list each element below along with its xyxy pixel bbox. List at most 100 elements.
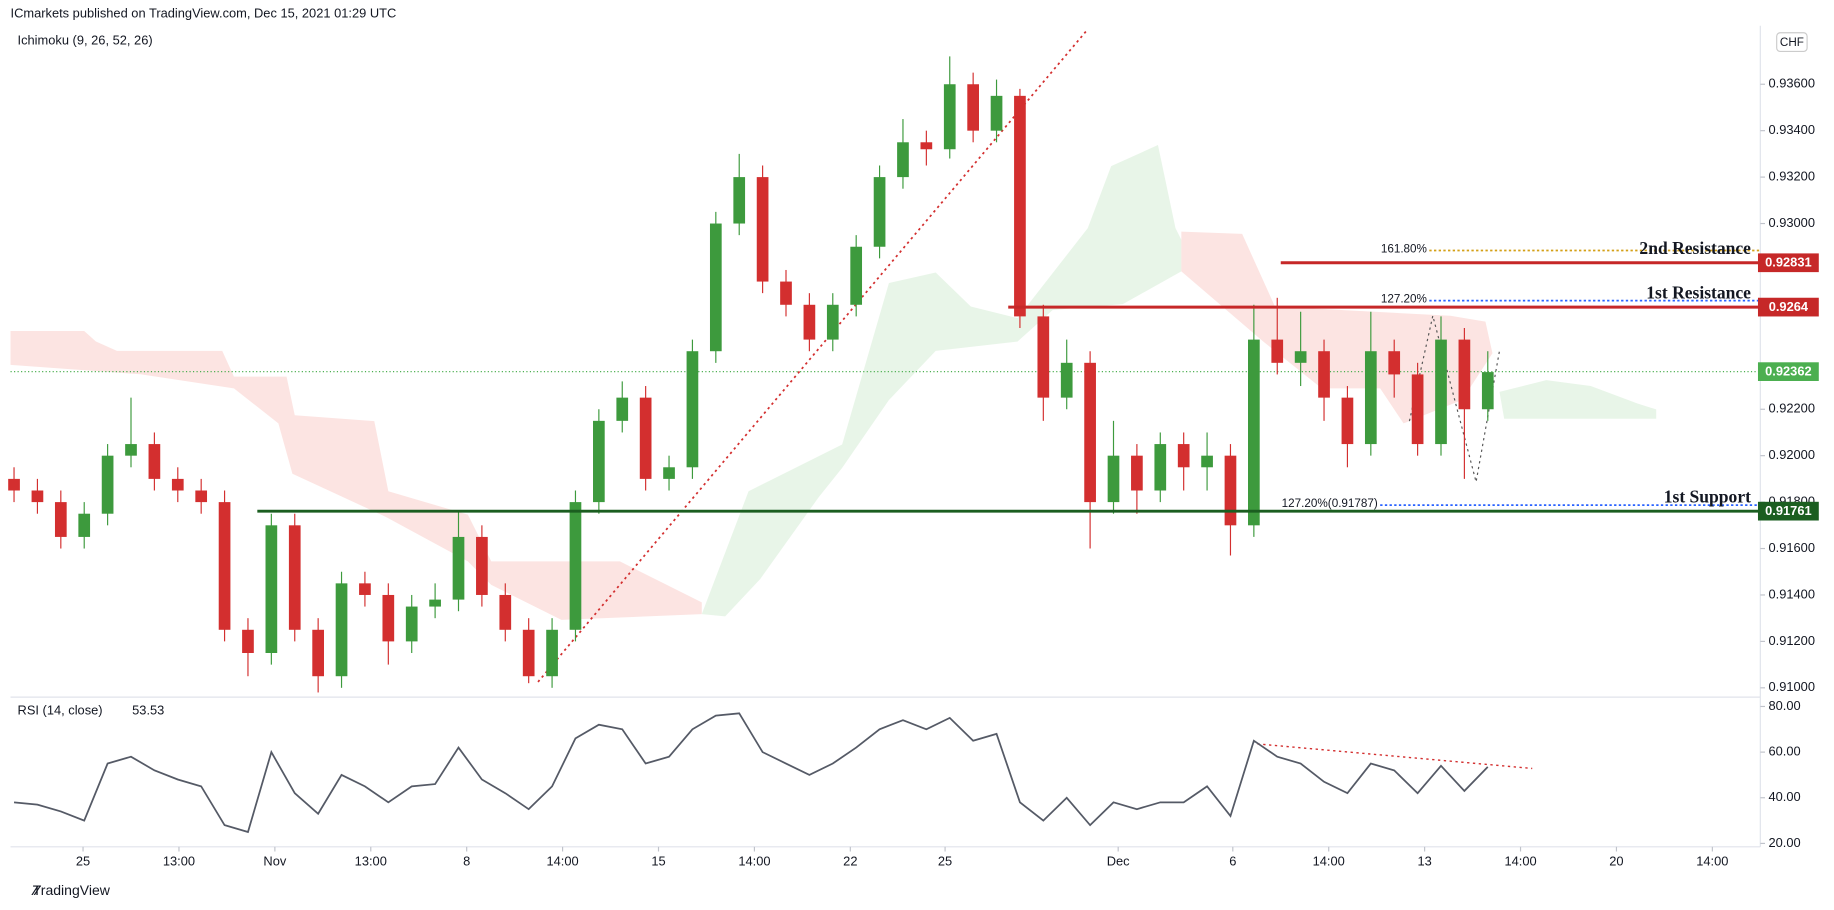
candle-body [195, 490, 208, 503]
candle-body [1364, 351, 1377, 445]
candle-body [546, 629, 558, 677]
trendline [537, 28, 1089, 683]
y-tick-label: 0.91600 [1769, 540, 1815, 555]
candle-body [1411, 374, 1424, 445]
candle-body [429, 599, 441, 607]
y-tick-label: 0.91000 [1769, 679, 1815, 694]
level-badge [1757, 253, 1819, 273]
candle-body [1037, 316, 1050, 398]
candle-body [1060, 362, 1073, 398]
candle-body [171, 478, 184, 491]
candle-body [8, 478, 20, 491]
rsi-value: 53.53 [132, 703, 164, 718]
x-tick-label: 25 [76, 853, 90, 868]
y-tick-label: 0.93200 [1769, 168, 1815, 183]
last-price-value: 0.92362 [1765, 364, 1811, 379]
x-tick-label: 22 [843, 853, 857, 868]
currency: CHF [1780, 36, 1804, 49]
level-name: 1st Support [1664, 486, 1751, 506]
y-tick-label: 0.91400 [1769, 586, 1815, 601]
x-tick-label: 13 [1417, 853, 1431, 868]
candle-body [593, 420, 605, 503]
level-name: 1st Resistance [1646, 282, 1751, 302]
footer-logo: ⁄⁄ [31, 882, 41, 898]
candle-body [125, 444, 137, 456]
y-tick-label: 0.92000 [1769, 447, 1815, 462]
candle-body [148, 444, 161, 479]
level-value: 0.91761 [1765, 503, 1811, 518]
candle-body [1481, 372, 1494, 410]
candle-body [218, 502, 231, 630]
candle-body [452, 536, 465, 600]
cloud-bull [701, 145, 1182, 617]
footer-brand: TradingView [33, 882, 111, 898]
candle-body [780, 281, 792, 305]
candle-body [1248, 339, 1260, 526]
rsi-line [13, 712, 1489, 834]
x-tick-label: Dec [1107, 853, 1130, 868]
x-tick-label: 20 [1609, 853, 1623, 868]
x-tick-label: 14:00 [547, 853, 579, 868]
candle-body [1388, 351, 1401, 375]
fib-label: 161.80% [1381, 242, 1427, 255]
candle-body [990, 95, 1003, 131]
y-tick-label: 0.91200 [1769, 633, 1815, 648]
candle-body [1154, 444, 1167, 491]
candle-body [733, 177, 746, 224]
y-tick-label: 80.00 [1769, 698, 1801, 713]
candle-body [756, 177, 769, 282]
candle-body [967, 84, 979, 131]
currency-badge [1776, 32, 1808, 53]
candle-body [943, 84, 956, 150]
candle-body [709, 223, 722, 352]
candle-body [405, 606, 418, 642]
y-tick-label: 40.00 [1769, 789, 1801, 804]
publisher: ICmarkets published on TradingView.com, … [11, 5, 397, 20]
cloud-bull [1499, 380, 1657, 419]
rsi-trendline [1257, 743, 1533, 770]
candle-body [265, 525, 278, 653]
candle-body [1177, 444, 1190, 468]
level-badge [1757, 501, 1819, 521]
candle-body [1131, 455, 1143, 491]
y-tick-label: 60.00 [1769, 744, 1801, 759]
candle-body [803, 304, 816, 340]
candle-body [850, 246, 863, 305]
candle-body [78, 513, 91, 537]
candle-body [242, 629, 254, 653]
candle-body [101, 455, 114, 514]
candle-body [476, 536, 488, 595]
level-badge [1757, 297, 1819, 317]
candle-body [31, 490, 44, 503]
candle-body [1201, 455, 1213, 468]
x-tick-label: 13:00 [163, 853, 195, 868]
level-name: 2nd Resistance [1639, 238, 1751, 258]
last-price-badge [1757, 362, 1819, 381]
x-tick-label: 25 [938, 853, 952, 868]
candle-body [382, 594, 395, 642]
x-tick-label: 14:00 [738, 853, 770, 868]
candle-body [1435, 339, 1447, 445]
candle-body [616, 397, 629, 421]
x-tick-label: 14:00 [1696, 853, 1728, 868]
candle-body [1458, 339, 1471, 410]
candle-body [826, 304, 839, 340]
candle-body [1318, 351, 1330, 398]
rsi-title: RSI (14, close) [18, 703, 103, 718]
x-tick-label: 14:00 [1313, 853, 1345, 868]
fib-label: 127.20%(0.91787) [1282, 497, 1378, 510]
candle-body [1107, 455, 1120, 503]
y-tick-label: 0.93600 [1769, 76, 1815, 91]
candle-body [54, 502, 67, 537]
cloud-bear [10, 331, 702, 620]
candle-body [639, 397, 652, 479]
y-tick-label: 0.92200 [1769, 401, 1815, 416]
indicator-label: Ichimoku (9, 26, 52, 26) [18, 32, 153, 47]
level-value: 0.9264 [1769, 299, 1809, 314]
candle-body [897, 142, 909, 178]
candle-body [569, 502, 582, 630]
candle-body [873, 177, 886, 247]
candle-body [1014, 95, 1026, 317]
